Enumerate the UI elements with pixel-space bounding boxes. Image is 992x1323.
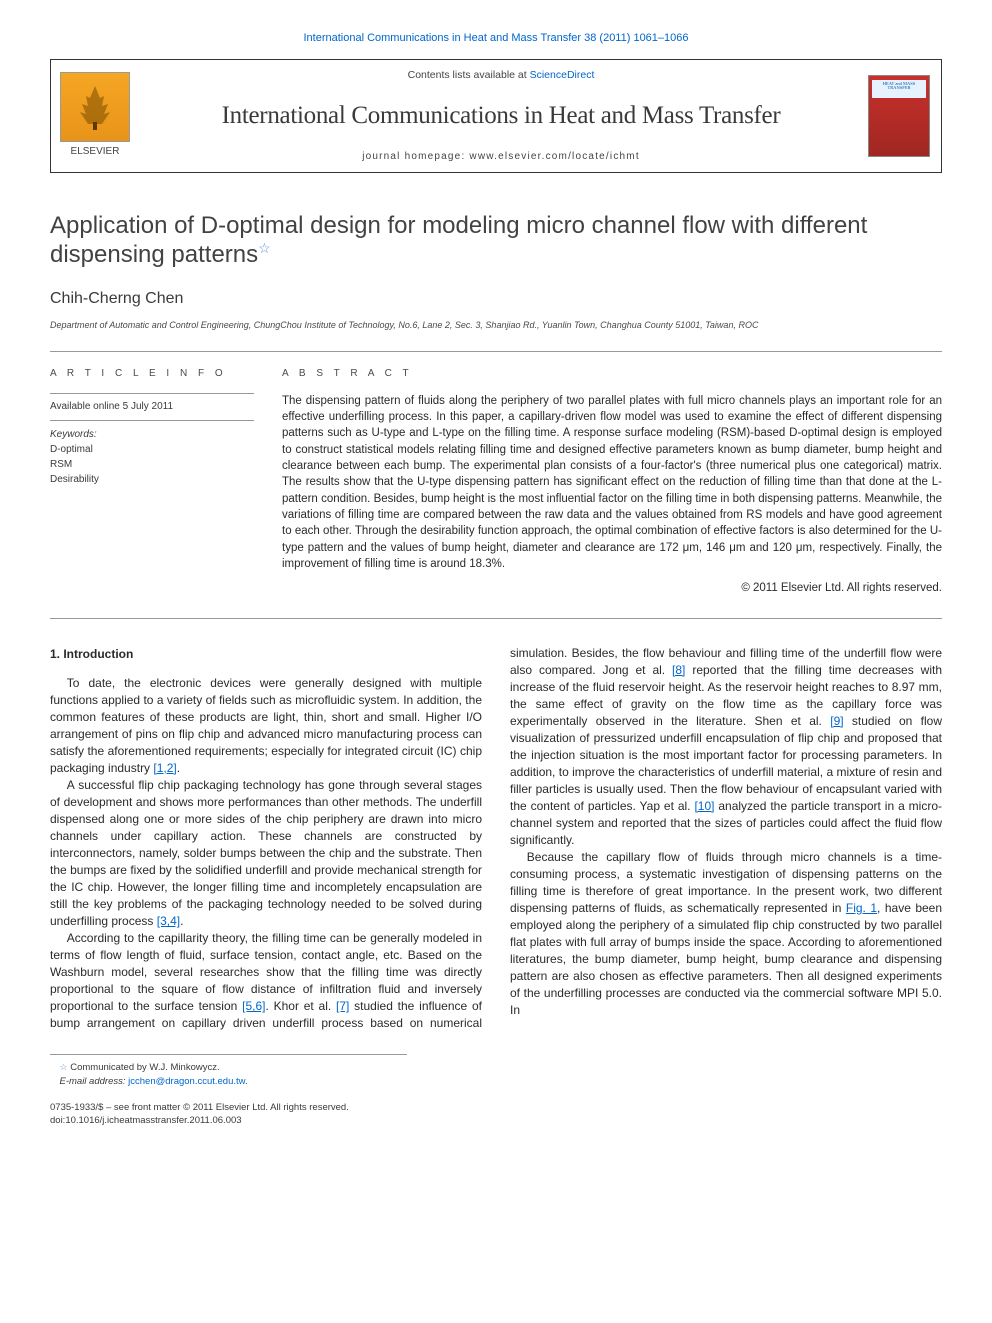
info-rule-1 [50,393,254,394]
p4-2: , have been employed along the periphery… [510,901,942,1017]
ref-1-2-link[interactable]: [1,2] [153,761,176,775]
info-rule-2 [50,420,254,421]
article-title-text: Application of D-optimal design for mode… [50,212,867,268]
abstract-heading: A B S T R A C T [282,366,942,381]
contents-prefix: Contents lists available at [408,69,530,81]
journal-name: International Communications in Heat and… [222,97,781,135]
rule-bottom [50,618,942,619]
ref-10-link[interactable]: [10] [694,799,714,813]
body-paragraph-4: Because the capillary flow of fluids thr… [510,849,942,1019]
p3-2: . Khor et al. [265,999,336,1013]
footnote-communicated: ☆ Communicated by W.J. Minkowycz. [50,1061,407,1074]
email-link[interactable]: jcchen@dragon.ccut.edu.tw [128,1076,245,1087]
author-name: Chih-Cherng Chen [50,287,942,311]
footnote-email: E-mail address: jcchen@dragon.ccut.edu.t… [50,1075,407,1088]
running-head-link[interactable]: International Communications in Heat and… [303,32,688,44]
p1-tail: . [177,761,180,775]
article-title: Application of D-optimal design for mode… [50,211,942,270]
article-info-heading: A R T I C L E I N F O [50,366,254,381]
ref-7-link[interactable]: [7] [336,999,349,1013]
sciencedirect-link[interactable]: ScienceDirect [530,69,595,81]
running-head-citation: International Communications in Heat and… [50,30,942,47]
fig-1-link[interactable]: Fig. 1 [846,901,877,915]
body-two-column: 1. Introduction To date, the electronic … [50,645,942,1033]
body-paragraph-1: To date, the electronic devices were gen… [50,675,482,777]
keyword-3: Desirability [50,472,254,487]
ref-5-6-link[interactable]: [5,6] [242,999,265,1013]
p1-text: To date, the electronic devices were gen… [50,676,482,775]
publisher-logo-box: ELSEVIER [51,60,139,172]
p2-tail: . [180,914,183,928]
ref-9-link[interactable]: [9] [830,714,843,728]
footnote-star-icon: ☆ [60,1062,68,1072]
abstract-copyright: © 2011 Elsevier Ltd. All rights reserved… [282,580,942,597]
page-root: International Communications in Heat and… [0,0,992,1168]
footnote-communicated-text: Communicated by W.J. Minkowycz. [70,1062,219,1073]
author-affiliation: Department of Automatic and Control Engi… [50,319,942,333]
contents-available-line: Contents lists available at ScienceDirec… [408,68,595,84]
keyword-2: RSM [50,457,254,472]
ref-8-link[interactable]: [8] [672,663,685,677]
title-footnote-star-icon: ☆ [258,240,271,256]
section-1-heading: 1. Introduction [50,645,482,663]
elsevier-tree-icon [60,72,130,142]
abstract-column: A B S T R A C T The dispensing pattern o… [282,366,942,598]
publisher-name: ELSEVIER [71,144,120,159]
article-info-column: A R T I C L E I N F O Available online 5… [50,366,254,598]
keywords-heading: Keywords: [50,427,254,442]
keyword-1: D-optimal [50,442,254,457]
bottom-meta: 0735-1933/$ – see front matter © 2011 El… [50,1102,942,1128]
available-online: Available online 5 July 2011 [50,399,254,414]
cover-caption: HEAT and MASS TRANSFER [872,80,926,98]
journal-cover-thumb: HEAT and MASS TRANSFER [863,66,935,166]
footnotes-block: ☆ Communicated by W.J. Minkowycz. E-mail… [50,1054,407,1088]
header-center: Contents lists available at ScienceDirec… [139,60,863,172]
info-abstract-row: A R T I C L E I N F O Available online 5… [50,352,942,618]
elsevier-tree-svg [68,80,122,134]
journal-header-box: ELSEVIER Contents lists available at Sci… [50,59,942,173]
issn-line: 0735-1933/$ – see front matter © 2011 El… [50,1102,942,1115]
abstract-text: The dispensing pattern of fluids along t… [282,393,942,573]
cover-image: HEAT and MASS TRANSFER [868,75,930,157]
ref-3-4-link[interactable]: [3,4] [157,914,180,928]
email-label: E-mail address: [60,1076,126,1087]
body-paragraph-2: A successful flip chip packaging technol… [50,777,482,930]
p2-text: A successful flip chip packaging technol… [50,778,482,928]
doi-line: doi:10.1016/j.icheatmasstransfer.2011.06… [50,1115,942,1128]
journal-homepage: journal homepage: www.elsevier.com/locat… [362,149,640,164]
